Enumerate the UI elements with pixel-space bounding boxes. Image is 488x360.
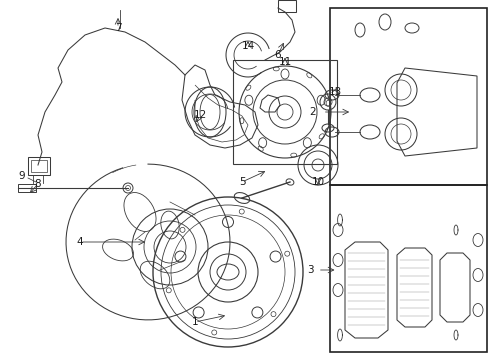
Bar — [329, 8, 486, 185]
Bar — [28, 157, 50, 175]
Bar — [232, 60, 336, 164]
Bar — [278, 0, 295, 12]
Text: 5: 5 — [238, 177, 245, 187]
Text: 3: 3 — [306, 265, 313, 275]
Text: 4: 4 — [77, 237, 83, 247]
Text: 7: 7 — [115, 23, 121, 33]
Text: 1: 1 — [191, 317, 198, 327]
Text: 9: 9 — [19, 171, 25, 181]
Text: 14: 14 — [241, 41, 254, 51]
Bar — [31, 160, 47, 172]
Text: 11: 11 — [278, 57, 291, 67]
Text: 8: 8 — [35, 179, 41, 189]
Text: 6: 6 — [274, 50, 281, 60]
Text: 2: 2 — [309, 107, 316, 117]
Text: 10: 10 — [311, 177, 324, 187]
Text: 12: 12 — [193, 110, 206, 120]
Bar — [329, 185, 486, 352]
Text: 13: 13 — [328, 87, 341, 97]
Bar — [18, 184, 36, 192]
